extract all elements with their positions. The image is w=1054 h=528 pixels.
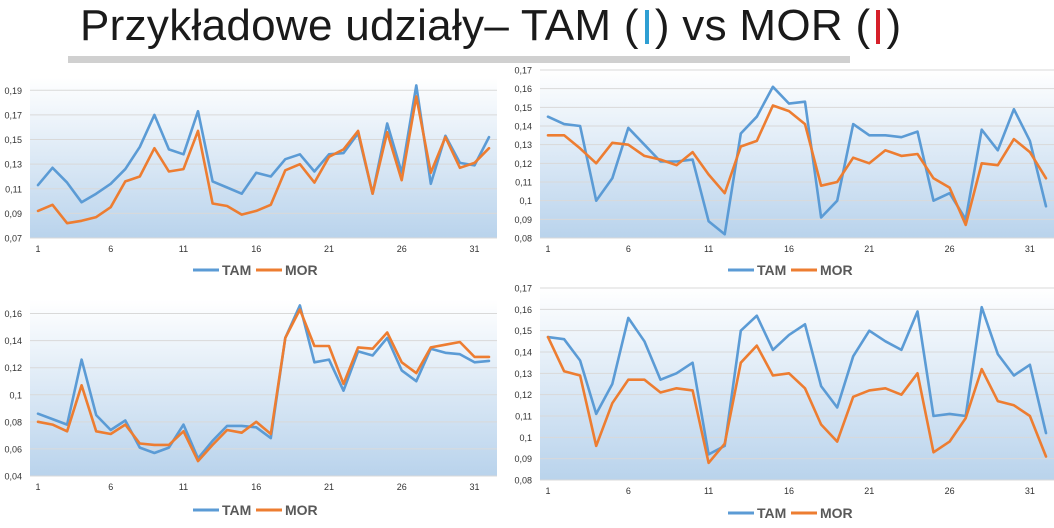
y-tick-label: 0,08 [4, 417, 22, 427]
series-line-mor [546, 335, 1048, 465]
y-tick-label: 0,16 [4, 309, 22, 319]
y-tick-label: 0,16 [514, 305, 532, 315]
series-line-tam [36, 84, 491, 204]
series-line-tam [546, 85, 1048, 236]
legend-label-tam: TAM [222, 502, 251, 518]
series-line-tam [36, 304, 491, 460]
y-tick-label: 0,08 [514, 234, 532, 244]
y-tick-label: 0,14 [514, 122, 532, 132]
x-tick-label: 6 [108, 244, 113, 254]
y-tick-label: 0,15 [514, 103, 532, 113]
y-tick-label: 0,15 [514, 326, 532, 336]
series-line-mor [36, 308, 491, 463]
y-tick-label: 0,14 [4, 336, 22, 346]
x-tick-label: 11 [704, 244, 713, 254]
y-tick-label: 0,09 [4, 209, 22, 219]
x-tick-label: 31 [469, 244, 479, 254]
x-tick-label: 16 [784, 244, 794, 254]
y-tick-label: 0,13 [514, 369, 532, 379]
x-tick-label: 1 [35, 482, 40, 492]
y-tick-label: 0,09 [514, 215, 532, 225]
x-tick-label: 26 [397, 244, 407, 254]
x-tick-label: 26 [945, 244, 955, 254]
y-tick-label: 0,12 [514, 390, 532, 400]
legend-label-tam: TAM [757, 505, 786, 521]
y-tick-label: 0,04 [4, 472, 22, 482]
x-tick-label: 11 [179, 244, 188, 254]
x-tick-label: 21 [324, 244, 334, 254]
y-tick-label: 0,15 [4, 135, 22, 145]
title-underline [68, 56, 850, 63]
y-tick-label: 0,17 [514, 284, 532, 294]
x-tick-label: 21 [864, 244, 874, 254]
page-title: Przykładowe udziały– TAM ( ) vs MOR () [80, 0, 901, 54]
x-tick-label: 26 [945, 486, 955, 496]
x-tick-label: 6 [626, 486, 631, 496]
x-tick-label: 6 [626, 244, 631, 254]
x-tick-label: 16 [251, 482, 261, 492]
y-tick-label: 0,11 [515, 412, 532, 422]
y-tick-label: 0,09 [514, 454, 532, 464]
x-tick-label: 31 [1025, 244, 1035, 254]
x-tick-label: 6 [108, 482, 113, 492]
chart-top-right: 0,08 0,09 0,1 0,11 0,12 0,13 0,14 0,15 0,16 0,17 1… [514, 66, 1054, 278]
legend-label-tam: TAM [222, 262, 251, 278]
y-tick-label: 0,17 [4, 110, 22, 120]
y-tick-label: 0,13 [4, 160, 22, 170]
title-suffix: ) [886, 1, 902, 50]
mor-color-marker-icon [876, 10, 881, 44]
y-tick-label: 0,19 [4, 86, 22, 96]
tam-color-marker-icon [644, 10, 649, 44]
plot-background [30, 300, 497, 476]
chart-bottom-right: 0,08 0,09 0,1 0,11 0,12 0,13 0,14 0,15 0,16 0,17 1… [514, 284, 1054, 521]
x-tick-label: 1 [545, 244, 550, 254]
x-tick-label: 11 [179, 482, 188, 492]
x-tick-label: 21 [324, 482, 334, 492]
chart-top-left: 0,070,090,110,130,150,170,191 6 11 16 21 26 31… [4, 78, 497, 278]
x-tick-label: 16 [251, 244, 261, 254]
x-tick-label: 31 [1025, 486, 1035, 496]
y-tick-label: 0,08 [514, 476, 532, 486]
y-tick-label: 0,12 [4, 363, 22, 373]
y-tick-label: 0,07 [4, 234, 22, 244]
y-tick-label: 0,06 [4, 444, 22, 454]
y-tick-label: 0,12 [514, 159, 532, 169]
x-tick-label: 1 [35, 244, 40, 254]
series-line-tam [546, 305, 1048, 456]
chart-bottom-left: 0,040,060,080,10,120,140,161 6 11 16 21 26 31T… [4, 300, 497, 518]
y-tick-label: 0,14 [514, 348, 532, 358]
y-tick-label: 0,1 [519, 196, 532, 206]
x-tick-label: 16 [784, 486, 794, 496]
legend-label-mor: MOR [820, 262, 853, 278]
legend-label-mor: MOR [820, 505, 853, 521]
title-prefix: Przykładowe udziały– TAM ( [80, 1, 639, 50]
x-tick-label: 11 [704, 486, 713, 496]
series-line-mor [36, 95, 491, 225]
legend-label-tam: TAM [757, 262, 786, 278]
y-tick-label: 0,13 [514, 140, 532, 150]
legend-label-mor: MOR [285, 262, 318, 278]
series-line-mor [546, 104, 1048, 227]
x-tick-label: 31 [469, 482, 479, 492]
y-tick-label: 0,16 [514, 84, 532, 94]
title-middle: ) vs MOR ( [654, 1, 871, 50]
x-tick-label: 1 [545, 486, 550, 496]
x-tick-label: 21 [864, 486, 874, 496]
y-tick-label: 0,11 [515, 178, 532, 188]
y-tick-label: 0,1 [9, 390, 22, 400]
x-tick-label: 26 [397, 482, 407, 492]
y-tick-label: 0,11 [5, 184, 22, 194]
y-tick-label: 0,1 [519, 433, 532, 443]
y-tick-label: 0,17 [514, 66, 532, 76]
legend-label-mor: MOR [285, 502, 318, 518]
